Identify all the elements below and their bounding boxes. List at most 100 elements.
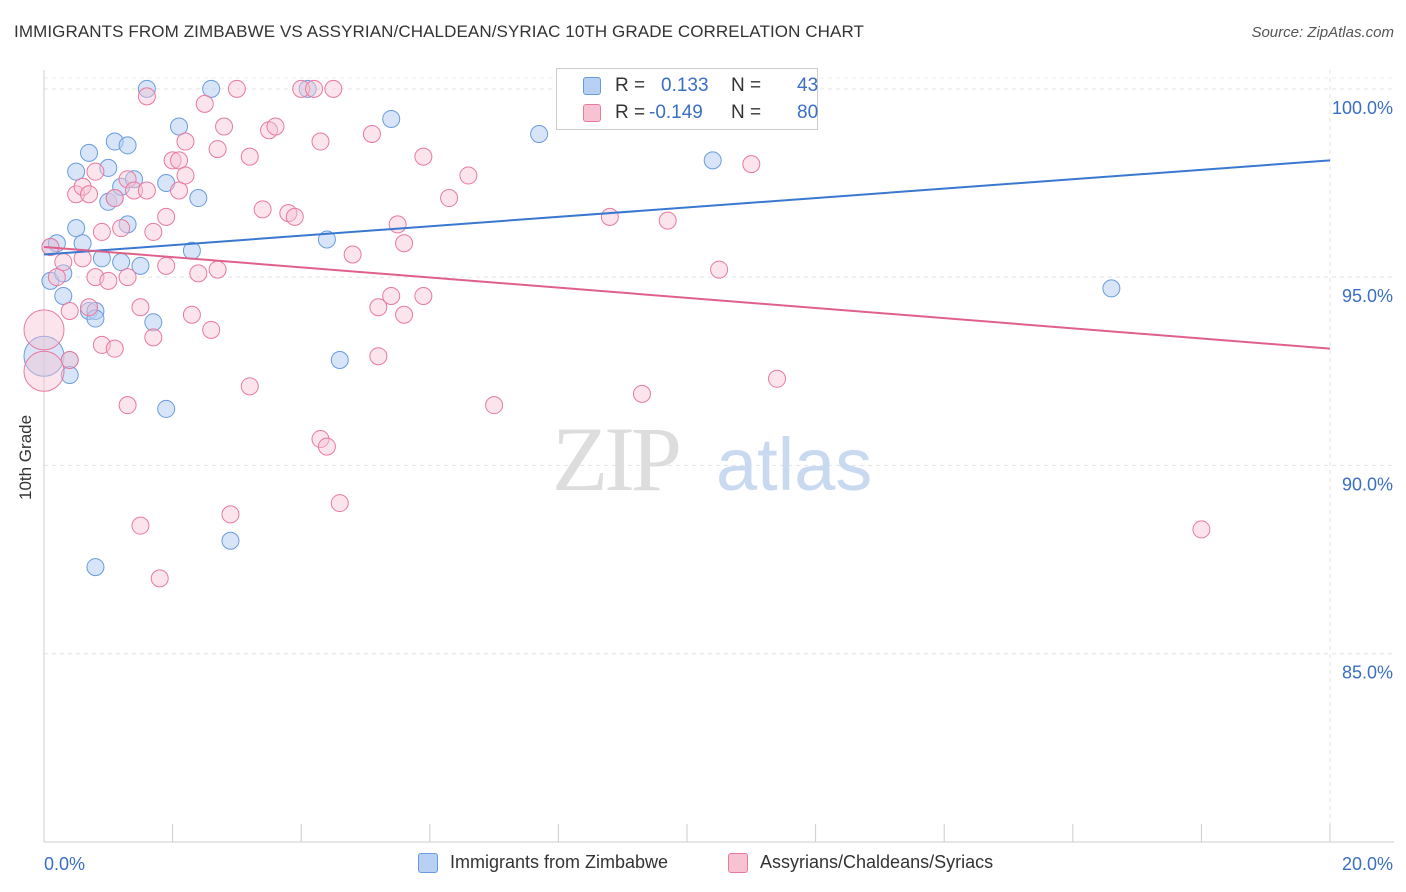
point-zimbabwe (1102, 279, 1121, 298)
x-tick-label: 0.0% (44, 854, 85, 874)
point-zimbabwe (144, 313, 163, 332)
point-assyrian (208, 260, 227, 279)
point-assyrian (144, 222, 163, 241)
point-assyrian (485, 396, 504, 415)
point-zimbabwe (86, 558, 105, 577)
point-assyrian (157, 207, 176, 226)
legend-swatch-zimbabwe (583, 77, 601, 95)
point-assyrian (189, 264, 208, 283)
point-zimbabwe (221, 531, 240, 550)
point-assyrian (170, 151, 189, 170)
point-assyrian (23, 309, 65, 351)
point-assyrian (105, 189, 124, 208)
point-assyrian (317, 437, 336, 456)
point-assyrian (440, 189, 459, 208)
point-zimbabwe (80, 143, 99, 162)
point-assyrian (105, 339, 124, 358)
legend-swatch-assyrian (583, 104, 601, 122)
point-assyrian (23, 350, 65, 392)
y-tick-label: 95.0% (1342, 286, 1393, 306)
legend-r-label: R = (615, 75, 646, 96)
point-assyrian (118, 396, 137, 415)
legend-r-value-assyrian: -0.149 (649, 102, 703, 123)
y-tick-label: 85.0% (1342, 663, 1393, 683)
point-assyrian (632, 384, 651, 403)
point-assyrian (176, 166, 195, 185)
trend-lines (43, 159, 1331, 350)
point-assyrian (144, 328, 163, 347)
point-assyrian (330, 494, 349, 513)
point-zimbabwe (131, 256, 150, 275)
point-assyrian (80, 298, 99, 317)
x-tick-label: 20.0% (1342, 854, 1393, 874)
point-zimbabwe (317, 230, 336, 249)
point-assyrian (285, 207, 304, 226)
point-assyrian (208, 140, 227, 159)
point-assyrian (150, 569, 169, 588)
legend-swatch-zimbabwe (418, 853, 438, 873)
y-tick-label: 90.0% (1342, 474, 1393, 494)
point-assyrian (395, 305, 414, 324)
point-zimbabwe (530, 125, 549, 144)
point-zimbabwe (54, 286, 73, 305)
point-zimbabwe (330, 350, 349, 369)
point-assyrian (47, 268, 66, 287)
trend-line-assyrian (43, 245, 1331, 350)
point-assyrian (202, 320, 221, 339)
point-assyrian (253, 200, 272, 219)
data-points (23, 79, 1211, 588)
point-assyrian (600, 207, 619, 226)
point-zimbabwe (112, 253, 131, 272)
point-zimbabwe (382, 109, 401, 128)
point-assyrian (157, 256, 176, 275)
point-assyrian (240, 147, 259, 166)
point-assyrian (137, 181, 156, 200)
point-assyrian (343, 245, 362, 264)
point-assyrian (131, 298, 150, 317)
point-zimbabwe (170, 117, 189, 136)
point-assyrian (163, 151, 182, 170)
point-zimbabwe (118, 136, 137, 155)
point-assyrian (86, 162, 105, 181)
point-zimbabwe (60, 366, 79, 385)
point-assyrian (240, 377, 259, 396)
point-assyrian (137, 87, 156, 106)
point-assyrian (414, 147, 433, 166)
point-assyrian (73, 177, 92, 196)
point-assyrian (658, 211, 677, 230)
point-assyrian (311, 430, 330, 449)
point-assyrian (92, 222, 111, 241)
point-assyrian (388, 215, 407, 234)
axes (43, 70, 1394, 843)
point-assyrian (195, 94, 214, 113)
watermark-atlas: atlas (716, 423, 872, 506)
point-assyrian (324, 79, 343, 98)
point-assyrian (362, 125, 381, 144)
point-assyrian (221, 505, 240, 524)
point-assyrian (182, 305, 201, 324)
chart-title: IMMIGRANTS FROM ZIMBABWE VS ASSYRIAN/CHA… (14, 22, 865, 41)
point-assyrian (215, 117, 234, 136)
point-assyrian (112, 219, 131, 238)
point-assyrian (118, 268, 137, 287)
legend-swatch-assyrian (728, 853, 748, 873)
point-assyrian (292, 79, 311, 98)
point-zimbabwe (189, 189, 208, 208)
point-assyrian (414, 286, 433, 305)
point-zimbabwe (137, 79, 156, 98)
legend-r-value-zimbabwe: 0.133 (661, 75, 709, 96)
point-assyrian (131, 516, 150, 535)
point-assyrian (54, 253, 73, 272)
point-zimbabwe (67, 162, 86, 181)
point-assyrian (67, 185, 86, 204)
point-assyrian (382, 286, 401, 305)
point-assyrian (60, 302, 79, 321)
point-assyrian (118, 170, 137, 189)
point-zimbabwe (157, 399, 176, 418)
point-assyrian (227, 79, 246, 98)
point-assyrian (311, 132, 330, 151)
legend-r-label: R = (615, 102, 646, 123)
point-zimbabwe (298, 79, 317, 98)
point-assyrian (369, 347, 388, 366)
